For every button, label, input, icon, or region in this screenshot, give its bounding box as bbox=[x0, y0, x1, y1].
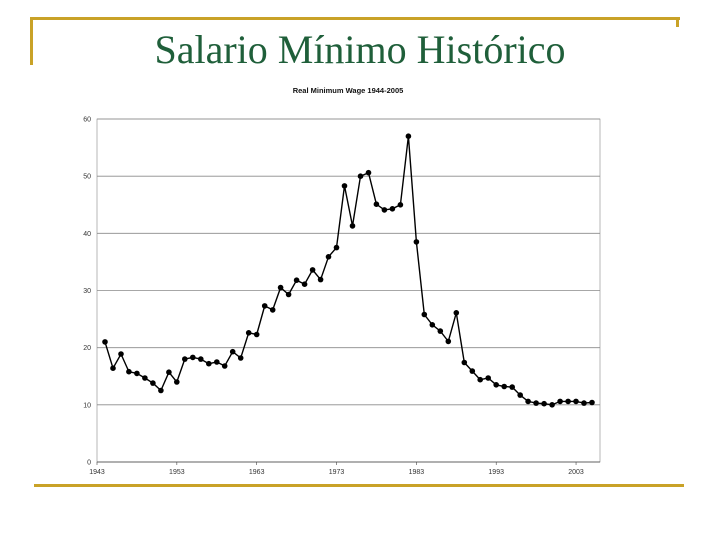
data-point-1983 bbox=[413, 239, 420, 245]
data-point-1993 bbox=[493, 382, 500, 388]
data-point-1951 bbox=[158, 387, 164, 394]
data-point-1975 bbox=[349, 223, 356, 229]
data-point-1949 bbox=[142, 375, 148, 381]
data-point-1947 bbox=[126, 368, 132, 375]
data-point-1966 bbox=[277, 284, 284, 291]
data-point-1963 bbox=[253, 331, 260, 338]
data-point-2004 bbox=[581, 400, 587, 406]
x-tick-label: 1943 bbox=[89, 469, 105, 476]
gridlines bbox=[97, 118, 600, 406]
data-point-1982 bbox=[405, 133, 412, 139]
data-point-1964 bbox=[261, 303, 268, 309]
data-point-1970 bbox=[309, 267, 316, 273]
data-point-1944 bbox=[102, 339, 108, 345]
data-point-1958 bbox=[214, 359, 220, 365]
data-point-1999 bbox=[541, 400, 547, 407]
data-point-1977 bbox=[365, 169, 372, 176]
x-tick-label: 2003 bbox=[568, 469, 584, 476]
line-chart: Real Minimum Wage 1944-2005 0 10 20 30 40 50 6… bbox=[83, 86, 601, 476]
data-point-1994 bbox=[501, 383, 508, 390]
y-tick-label: 40 bbox=[83, 231, 91, 238]
data-point-1998 bbox=[533, 400, 539, 406]
data-point-1959 bbox=[221, 363, 228, 369]
data-point-1948 bbox=[134, 370, 140, 377]
y-tick-label: 20 bbox=[83, 345, 91, 352]
data-point-1954 bbox=[182, 356, 188, 362]
data-point-1981 bbox=[397, 202, 404, 208]
y-tick-label: 50 bbox=[83, 174, 91, 181]
x-tick-label: 1993 bbox=[488, 469, 504, 476]
data-point-2005 bbox=[589, 399, 595, 406]
data-point-1952 bbox=[166, 369, 172, 376]
data-point-2000 bbox=[549, 402, 555, 408]
data-point-1992 bbox=[485, 375, 492, 381]
data-point-1968 bbox=[293, 277, 300, 283]
top-left-vertical-bar bbox=[30, 17, 33, 65]
data-point-1995 bbox=[509, 384, 515, 390]
data-point-1976 bbox=[357, 173, 364, 179]
data-point-1972 bbox=[325, 254, 332, 260]
data-point-1945 bbox=[110, 365, 116, 372]
x-tick-label: 1983 bbox=[409, 469, 425, 476]
top-horizontal-line bbox=[30, 17, 680, 20]
data-point-1991 bbox=[477, 376, 484, 383]
data-point-1962 bbox=[245, 330, 252, 336]
data-point-1974 bbox=[341, 183, 348, 189]
y-tick-labels: 0 10 20 30 40 50 60 bbox=[83, 117, 91, 467]
data-point-1961 bbox=[237, 355, 244, 361]
data-point-1960 bbox=[229, 348, 236, 355]
data-point-1989 bbox=[461, 359, 468, 366]
top-right-vertical-tick bbox=[676, 17, 679, 27]
data-point-1986 bbox=[437, 328, 444, 334]
data-point-1946 bbox=[118, 351, 124, 357]
data-point-1979 bbox=[381, 207, 388, 213]
data-point-1955 bbox=[190, 354, 196, 361]
data-point-1969 bbox=[301, 281, 308, 287]
x-tick-label: 1973 bbox=[329, 469, 345, 476]
y-tick-label: 0 bbox=[87, 460, 91, 467]
data-point-1971 bbox=[317, 276, 324, 283]
x-tick-label: 1963 bbox=[249, 469, 265, 476]
data-point-1997 bbox=[525, 398, 531, 405]
data-markers bbox=[102, 133, 595, 408]
data-point-1978 bbox=[373, 201, 380, 207]
y-tick-label: 10 bbox=[83, 402, 91, 409]
data-point-1967 bbox=[285, 291, 292, 298]
data-point-1988 bbox=[453, 310, 460, 316]
data-point-1996 bbox=[517, 392, 523, 398]
data-point-1950 bbox=[150, 380, 156, 386]
data-point-2002 bbox=[565, 398, 571, 405]
bottom-horizontal-line bbox=[34, 484, 684, 487]
data-point-1987 bbox=[445, 338, 452, 345]
data-point-1957 bbox=[206, 360, 212, 367]
data-point-1973 bbox=[333, 244, 340, 251]
data-point-2001 bbox=[557, 398, 563, 405]
data-point-1980 bbox=[389, 206, 396, 212]
data-point-1990 bbox=[469, 368, 476, 374]
y-tick-label: 30 bbox=[83, 288, 91, 295]
data-point-1965 bbox=[269, 307, 276, 313]
y-tick-label: 60 bbox=[83, 117, 91, 124]
chart-title: Real Minimum Wage 1944-2005 bbox=[293, 86, 404, 95]
x-tick-labels: 1943 1953 1963 1973 1983 1993 2003 bbox=[89, 462, 584, 476]
data-point-1956 bbox=[198, 356, 204, 362]
data-point-1953 bbox=[174, 379, 180, 385]
data-point-1985 bbox=[429, 322, 436, 328]
data-point-1984 bbox=[421, 311, 428, 318]
data-point-2003 bbox=[573, 398, 579, 405]
x-tick-label: 1953 bbox=[169, 469, 185, 476]
slide-title: Salario Mínimo Histórico bbox=[154, 27, 566, 72]
